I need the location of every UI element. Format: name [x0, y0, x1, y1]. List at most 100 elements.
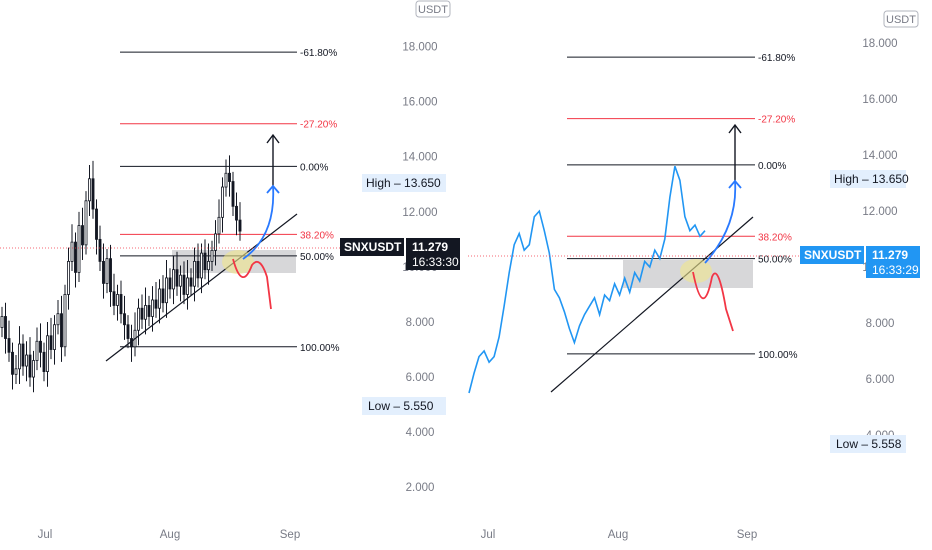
- candle-body: [49, 335, 53, 350]
- candle: [81, 207, 84, 261]
- candle-body: [70, 241, 74, 262]
- high-tag-background: [830, 170, 906, 188]
- candle-body: [105, 258, 109, 284]
- fib-level-label: -61.80%: [300, 48, 337, 59]
- candle-body: [193, 260, 196, 287]
- bullish-scenario-arrowhead: [266, 184, 280, 194]
- fib-level-label: 50.00%: [758, 255, 792, 266]
- candle: [165, 260, 168, 318]
- candle-body: [63, 294, 67, 348]
- candle-body: [98, 238, 102, 262]
- candle-body: [95, 208, 98, 240]
- high-price-tag: High – 13.650: [362, 174, 446, 192]
- candle-body: [175, 269, 179, 287]
- candle-body: [0, 316, 4, 328]
- candle-body: [81, 225, 84, 246]
- candle: [161, 275, 165, 313]
- candle-body: [18, 343, 21, 370]
- candle: [207, 243, 210, 285]
- candle-body: [46, 335, 49, 372]
- candle-body: [56, 313, 60, 326]
- candle: [7, 320, 11, 362]
- candle-body: [196, 260, 200, 279]
- candle: [179, 265, 182, 302]
- x-tick-label: Jul: [38, 529, 53, 541]
- bearish-scenario-path: [692, 271, 734, 332]
- y-tick-label: 18.000: [862, 38, 897, 50]
- left-candlestick-panel[interactable]: 20.00018.00016.00014.00012.00010.0008.00…: [0, 0, 460, 541]
- candle: [95, 199, 98, 255]
- candle: [116, 284, 119, 321]
- bar-countdown-text: 16:33:30: [412, 255, 459, 269]
- high-tag-text: High – 13.650: [834, 172, 909, 186]
- y-tick-label: 6.000: [866, 374, 895, 386]
- candle-body: [228, 172, 231, 182]
- y-tick-label: 14.000: [402, 152, 437, 164]
- candle-body: [231, 181, 235, 207]
- high-tag-background: [362, 174, 446, 192]
- x-tick-label: Sep: [280, 529, 300, 541]
- y-tick-label: 8.000: [406, 317, 435, 329]
- candle: [182, 261, 186, 305]
- candle: [147, 295, 151, 327]
- bar-countdown-text: 16:33:29: [872, 263, 919, 277]
- candle: [67, 247, 70, 310]
- low-tag-background: [830, 435, 906, 453]
- y-tick-label: 16.000: [862, 94, 897, 106]
- candle: [49, 317, 53, 360]
- candle-body: [102, 260, 105, 284]
- candle: [0, 306, 4, 338]
- candle-body: [42, 351, 46, 372]
- low-price-tag: Low – 5.550: [362, 397, 446, 415]
- last-price-text: 11.279: [872, 248, 908, 262]
- candle: [210, 240, 214, 272]
- target-arrow-head: [266, 133, 280, 144]
- candle-body: [165, 277, 168, 304]
- low-tag-text: Low – 5.550: [368, 399, 434, 413]
- candle: [14, 355, 18, 384]
- candle: [224, 159, 228, 197]
- trendline: [105, 213, 298, 362]
- candle: [35, 327, 39, 371]
- retest-highlight: [680, 259, 712, 283]
- candle-body: [109, 258, 112, 293]
- low-tag-background: [362, 397, 446, 415]
- candle: [140, 294, 144, 329]
- candle-body: [123, 313, 126, 326]
- candle-body: [88, 178, 91, 202]
- bullish-scenario-path: [242, 185, 275, 260]
- candle-body: [112, 291, 116, 306]
- x-tick-label: Sep: [737, 529, 757, 541]
- candle-body: [235, 205, 238, 221]
- y-tick-label: 8.000: [866, 318, 895, 330]
- candle-body: [154, 299, 158, 309]
- candle-body: [67, 260, 70, 295]
- candle-body: [21, 343, 25, 367]
- right-line-panel[interactable]: 18.00016.00014.00012.00010.0008.0006.000…: [468, 10, 920, 541]
- symbol-tag-background: [800, 246, 864, 264]
- x-tick-label: Aug: [608, 529, 628, 541]
- symbol-tag-text: SNXUSDT: [804, 248, 862, 262]
- candle-body: [144, 305, 147, 320]
- y-tick-label: 12.000: [402, 207, 437, 219]
- fib-level-label: 38.20%: [758, 232, 792, 243]
- candle: [221, 177, 224, 233]
- candle: [88, 165, 91, 216]
- fib-level-label: 50.00%: [300, 252, 334, 263]
- price-line: [468, 166, 706, 394]
- candle: [203, 239, 207, 280]
- unit-badge-label: USDT: [418, 4, 448, 16]
- candle-body: [7, 338, 11, 353]
- y-tick-label: 6.000: [406, 372, 435, 384]
- candle-body: [60, 313, 63, 348]
- candle: [77, 211, 81, 283]
- candle: [109, 244, 112, 307]
- y-tick-label: 16.000: [402, 97, 437, 109]
- candle-body: [189, 277, 193, 287]
- candle-body: [74, 241, 77, 273]
- candle: [53, 315, 56, 365]
